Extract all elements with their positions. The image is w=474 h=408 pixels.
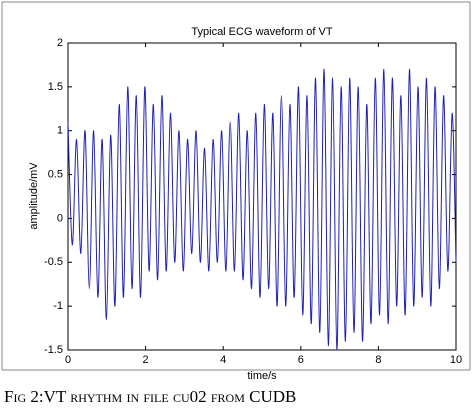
x-axis-label: time/s	[247, 370, 277, 382]
y-tick-label: 2	[57, 37, 63, 49]
waveform	[67, 68, 457, 351]
x-tick-label: 8	[375, 354, 381, 366]
x-tick-label: 2	[143, 354, 149, 366]
y-tick-label: -0.5	[44, 256, 63, 268]
y-tick-label: 0.5	[48, 168, 63, 180]
x-tick-label: 4	[220, 354, 226, 366]
y-tick-label: -1.5	[44, 344, 63, 356]
y-tick-label: -1	[53, 300, 63, 312]
x-tick-label: 10	[450, 354, 462, 366]
x-tick-label: 6	[298, 354, 304, 366]
caption: Fig 2:VT rhythm in file cu02 from CUDB	[4, 387, 296, 406]
y-tick-label: 1.5	[48, 81, 63, 93]
x-tick-label: 0	[65, 354, 71, 366]
chart-title: Typical ECG waveform of VT	[191, 26, 332, 38]
y-tick-label: 1	[57, 125, 63, 137]
y-tick-label: 0	[57, 212, 63, 224]
y-axis-label: amplitude/mV	[28, 162, 40, 230]
